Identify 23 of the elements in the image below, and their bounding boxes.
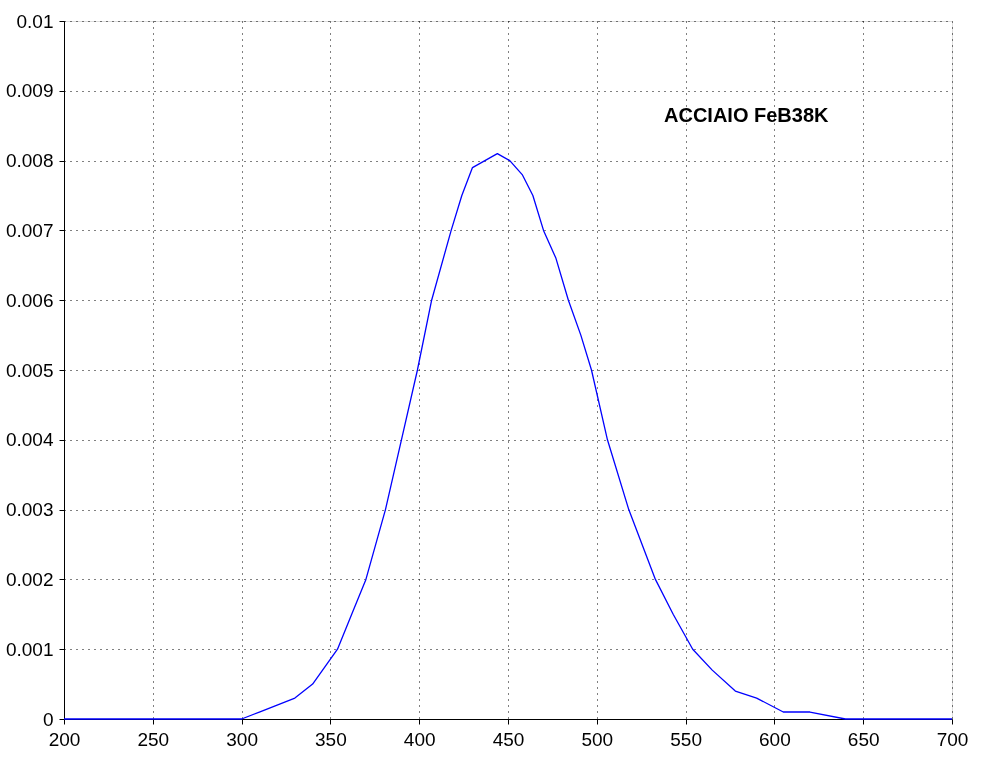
x-tick-label: 250 <box>137 728 170 750</box>
y-tick-label: 0.005 <box>5 359 54 381</box>
annotation: ACCIAIO FeB38K <box>664 104 830 126</box>
x-tick-label: 450 <box>492 728 525 750</box>
y-tick-label: 0.009 <box>5 80 54 102</box>
y-tick-label: 0.01 <box>16 10 54 32</box>
y-tick-label: 0.002 <box>5 568 54 590</box>
x-tick-label: 550 <box>670 728 702 750</box>
y-tick-label: 0.006 <box>5 289 54 311</box>
x-tick-label: 650 <box>847 728 880 750</box>
y-tick-label: 0 <box>42 708 54 730</box>
y-tick-label: 0.007 <box>5 219 54 241</box>
x-tick-label: 600 <box>759 728 791 750</box>
x-tick-label: 300 <box>226 728 258 750</box>
y-tick-label: 0.004 <box>5 429 54 451</box>
x-tick-label: 200 <box>48 728 81 750</box>
x-tick-label: 400 <box>403 728 436 750</box>
y-tick-label: 0.003 <box>5 499 54 521</box>
y-tick-label: 0.008 <box>5 150 54 172</box>
x-tick-label: 500 <box>581 728 614 750</box>
x-tick-label: 700 <box>936 728 969 750</box>
y-tick-label: 0.001 <box>5 638 54 660</box>
x-tick-label: 350 <box>315 728 347 750</box>
